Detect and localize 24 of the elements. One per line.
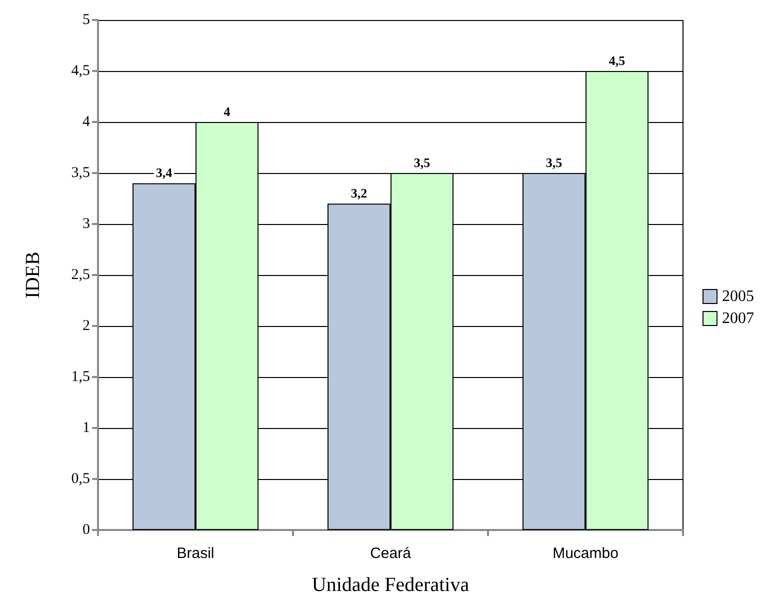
y-tick-label: 3,5: [71, 165, 90, 181]
x-axis-title: Unidade Federativa: [312, 574, 470, 596]
legend-label: 2007: [722, 310, 754, 327]
x-tick-label: Mucambo: [552, 545, 618, 562]
y-tick-label: 2,5: [71, 267, 90, 283]
x-tick-label: Ceará: [370, 545, 412, 562]
x-tick-label: Brasil: [176, 545, 214, 562]
y-tick-label: 4: [82, 114, 90, 130]
y-tick-label: 1: [82, 420, 90, 436]
legend-label: 2005: [722, 288, 754, 305]
data-label: 4,5: [608, 53, 626, 68]
y-tick-label: 0: [82, 522, 90, 538]
y-tick-label: 5: [82, 12, 90, 28]
y-tick-label: 0,5: [71, 471, 90, 487]
data-label: 3,5: [546, 155, 563, 170]
data-label: 3,2: [350, 186, 368, 201]
data-label: 4: [224, 104, 231, 119]
y-axis-title: IDEB: [22, 252, 44, 298]
y-tick-label: 4,5: [71, 63, 90, 79]
y-tick-label: 2: [82, 318, 90, 334]
y-tick-label: 3: [82, 216, 90, 232]
y-tick-label: 1,5: [71, 369, 90, 385]
data-label: 3,5: [414, 155, 431, 170]
data-label: 3,4: [156, 165, 173, 180]
